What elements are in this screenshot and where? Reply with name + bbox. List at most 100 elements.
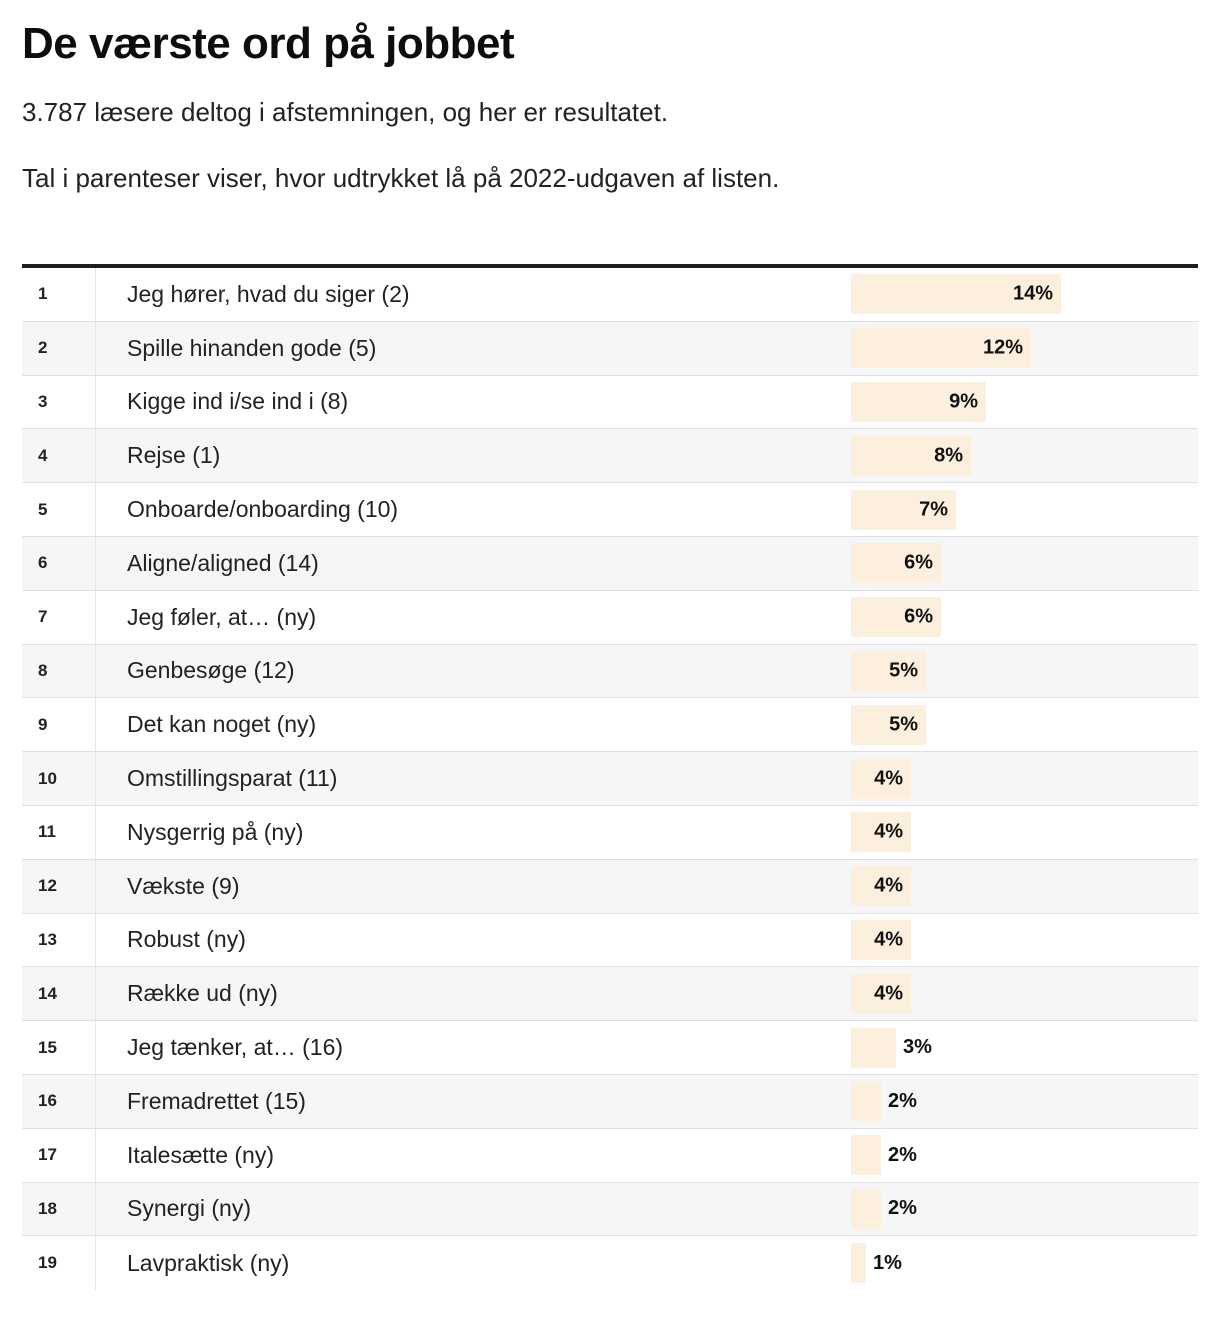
- page-title: De værste ord på jobbet: [22, 19, 515, 68]
- word-label: Spille hinanden gode (5): [127, 334, 377, 361]
- percent-value: 1%: [873, 1251, 902, 1274]
- table-row: 4 Rejse (1) 8%: [22, 429, 1198, 484]
- table-row: 19 Lavpraktisk (ny) 1%: [22, 1236, 1198, 1291]
- percent-bar: [851, 1081, 881, 1122]
- rank-number: 11: [22, 805, 96, 859]
- percent-bar: 7%: [851, 489, 956, 530]
- rank-number: 5: [22, 483, 96, 536]
- rank-number: 9: [22, 698, 96, 752]
- word-label: Synergi (ny): [127, 1195, 251, 1222]
- percent-bar: 9%: [851, 381, 986, 422]
- percent-value: 4%: [874, 767, 903, 790]
- word-label: Onboarde/onboarding (10): [127, 496, 399, 523]
- bar-cell: 2%: [851, 1129, 1198, 1182]
- table-row: 16 Fremadrettet (15) 2%: [22, 1074, 1198, 1129]
- word-label: Kigge ind i/se ind i (8): [127, 388, 349, 415]
- rank-number: 12: [22, 859, 96, 913]
- bar-cell: 5%: [851, 645, 1198, 698]
- table-row: 17 Italesætte (ny) 2%: [22, 1128, 1198, 1183]
- word-label: Jeg tænker, at… (16): [127, 1034, 344, 1061]
- percent-bar: 6%: [851, 543, 941, 584]
- word-label: Række ud (ny): [127, 980, 278, 1007]
- table-row: 9 Det kan noget (ny) 5%: [22, 698, 1198, 753]
- rank-number: 13: [22, 913, 96, 967]
- percent-bar: [851, 1027, 896, 1068]
- bar-cell: 6%: [851, 537, 1198, 590]
- word-label: Robust (ny): [127, 926, 246, 953]
- table-row: 7 Jeg føler, at… (ny) 6%: [22, 590, 1198, 645]
- bar-cell: 2%: [851, 1075, 1198, 1128]
- percent-bar: [851, 1188, 881, 1229]
- table-row: 8 Genbesøge (12) 5%: [22, 644, 1198, 699]
- rank-number: 4: [22, 429, 96, 483]
- word-label: Jeg hører, hvad du siger (2): [127, 280, 410, 307]
- bar-cell: 14%: [851, 268, 1198, 321]
- percent-value: 6%: [904, 605, 933, 628]
- word-label: Aligne/aligned (14): [127, 549, 319, 576]
- bar-cell: 4%: [851, 806, 1198, 859]
- bar-cell: 7%: [851, 483, 1198, 536]
- table-row: 2 Spille hinanden gode (5) 12%: [22, 321, 1198, 376]
- percent-bar: 5%: [851, 650, 926, 691]
- percent-bar: 8%: [851, 435, 971, 476]
- percent-bar: 12%: [851, 328, 1031, 369]
- percent-value: 12%: [982, 336, 1023, 359]
- percent-bar: 14%: [851, 274, 1061, 315]
- percent-value: 8%: [934, 444, 963, 467]
- rank-number: 1: [22, 268, 96, 321]
- subtitle: 3.787 læsere deltog i afstemningen, og h…: [22, 97, 669, 127]
- percent-value: 4%: [874, 982, 903, 1005]
- table-row: 5 Onboarde/onboarding (10) 7%: [22, 483, 1198, 537]
- table-row: 15 Jeg tænker, at… (16) 3%: [22, 1021, 1198, 1075]
- bar-cell: 12%: [851, 322, 1198, 375]
- word-label: Italesætte (ny): [127, 1141, 274, 1168]
- bar-cell: 5%: [851, 698, 1198, 751]
- percent-value: 5%: [889, 713, 918, 736]
- rank-number: 19: [22, 1236, 96, 1291]
- word-label: Lavpraktisk (ny): [127, 1249, 290, 1276]
- percent-bar: 4%: [851, 866, 911, 907]
- word-label: Fremadrettet (15): [127, 1087, 306, 1114]
- rank-number: 10: [22, 752, 96, 805]
- percent-value: 7%: [919, 498, 948, 521]
- bar-cell: 3%: [851, 1021, 1198, 1074]
- bar-cell: 1%: [851, 1236, 1198, 1290]
- table-row: 3 Kigge ind i/se ind i (8) 9%: [22, 375, 1198, 430]
- rank-number: 2: [22, 321, 96, 375]
- rank-number: 17: [22, 1128, 96, 1182]
- percent-bar: 4%: [851, 919, 911, 960]
- percent-bar: 4%: [851, 973, 911, 1014]
- table-row: 12 Vækste (9) 4%: [22, 859, 1198, 914]
- bar-cell: 4%: [851, 967, 1198, 1020]
- percent-value: 5%: [889, 659, 918, 682]
- bar-cell: 4%: [851, 752, 1198, 805]
- methodology-note: Tal i parenteser viser, hvor udtrykket l…: [22, 163, 780, 193]
- bar-cell: 4%: [851, 860, 1198, 913]
- ranking-table: 1 Jeg hører, hvad du siger (2) 14% 2 Spille …: [22, 264, 1198, 1291]
- percent-value: 2%: [888, 1143, 917, 1166]
- table-row: 10 Omstillingsparat (11) 4%: [22, 752, 1198, 806]
- rank-number: 3: [22, 375, 96, 429]
- table-row: 18 Synergi (ny) 2%: [22, 1182, 1198, 1237]
- percent-value: 4%: [874, 874, 903, 897]
- bar-cell: 4%: [851, 914, 1198, 967]
- percent-value: 4%: [874, 928, 903, 951]
- bar-cell: 8%: [851, 429, 1198, 482]
- percent-bar: 4%: [851, 812, 911, 853]
- percent-bar: 5%: [851, 704, 926, 745]
- word-label: Genbesøge (12): [127, 657, 295, 684]
- rank-number: 18: [22, 1182, 96, 1236]
- rank-number: 6: [22, 536, 96, 590]
- table-row: 14 Række ud (ny) 4%: [22, 967, 1198, 1022]
- bar-cell: 9%: [851, 376, 1198, 429]
- rank-number: 15: [22, 1021, 96, 1074]
- rank-number: 8: [22, 644, 96, 698]
- word-label: Det kan noget (ny): [127, 711, 317, 738]
- word-label: Jeg føler, at… (ny): [127, 603, 317, 630]
- word-label: Vækste (9): [127, 872, 240, 899]
- word-label: Nysgerrig på (ny): [127, 818, 304, 845]
- rank-number: 7: [22, 590, 96, 644]
- word-label: Omstillingsparat (11): [127, 765, 338, 792]
- percent-bar: 4%: [851, 758, 911, 799]
